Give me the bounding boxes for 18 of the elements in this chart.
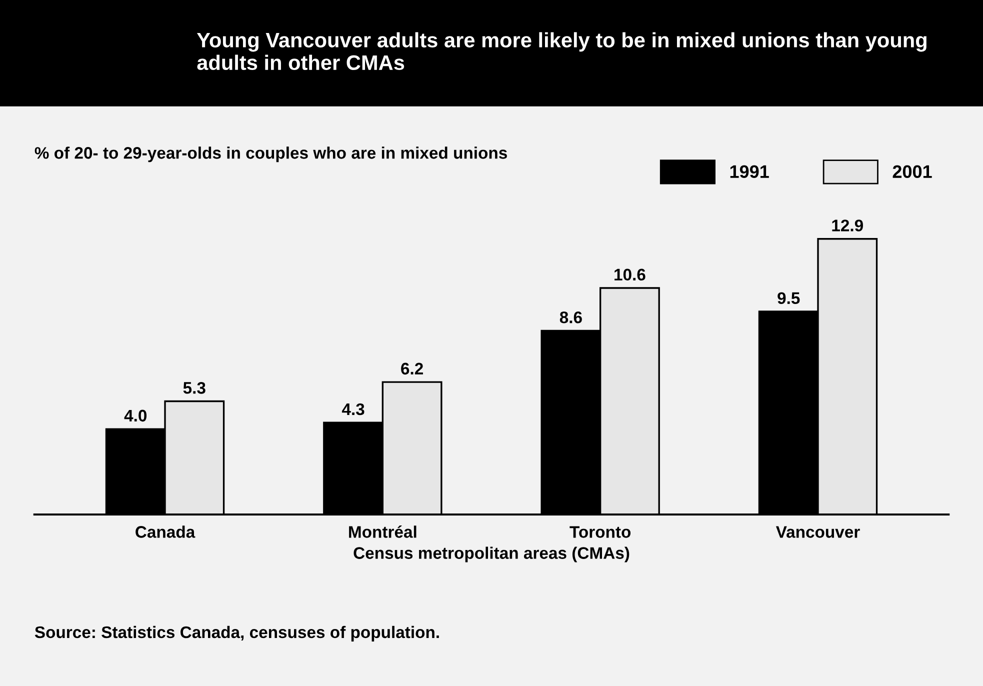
x-tick-label: Vancouver (776, 526, 860, 538)
x-tick-label: Canada (136, 526, 196, 538)
data-label: 4.3 (342, 403, 364, 416)
chart-title: Young Vancouver adults are more likely to be in mixed unions than young adults in other CMAs (196, 32, 926, 70)
x-tick-label: Montréal (349, 525, 416, 538)
source-note: Source: Statistics Canada, censuses of population. (34, 626, 439, 642)
x-axis-title: Census metropolitan areas (CMAs) (354, 546, 630, 562)
x-tick-label: Toronto (570, 526, 631, 538)
data-label: 10.6 (614, 268, 646, 281)
legend-label: 1991 (730, 165, 769, 178)
legend-label: 2001 (892, 165, 932, 178)
data-label: 8.6 (560, 311, 582, 324)
data-label: 5.3 (183, 382, 206, 394)
chart-subtitle: % of 20- to 29-year-olds in couples who are in mixed unions (34, 146, 507, 162)
data-label: 4.0 (124, 410, 147, 422)
data-label: 9.5 (778, 292, 800, 304)
data-label: 12.9 (832, 220, 863, 232)
data-label: 6.2 (401, 362, 423, 375)
